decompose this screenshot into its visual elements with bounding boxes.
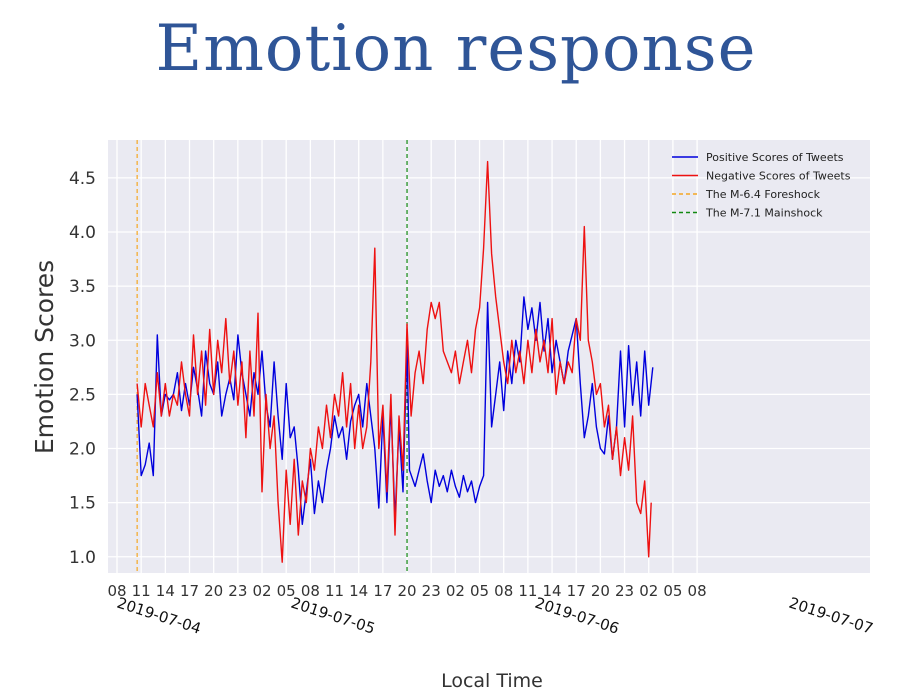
date-label: 2019-07-06 [533, 594, 621, 638]
x-tick-label: 20 [397, 582, 416, 600]
y-tick-label: 4.5 [69, 169, 96, 189]
legend-label: Negative Scores of Tweets [706, 170, 851, 183]
y-tick-label: 2.5 [69, 385, 96, 405]
event-lines [136, 140, 408, 573]
x-tick-label: 23 [615, 582, 634, 600]
x-tick-label: 08 [301, 582, 320, 600]
x-tick-label: 08 [107, 582, 126, 600]
x-tick-labels: 08 11 14 17 20 23 02 05 08 11 14 17 20 23 02 05 08 11 14 17… [107, 582, 706, 600]
x-tick-label: 17 [373, 582, 392, 600]
y-tick-labels: 1.0 1.5 2.0 2.5 3.0 3.5 4.0 4.5 [69, 169, 96, 568]
y-tick-label: 2.0 [69, 440, 96, 460]
y-tick-label: 1.0 [69, 548, 96, 568]
x-tick-label: 20 [591, 582, 610, 600]
x-tick-label: 23 [228, 582, 247, 600]
x-tick-label: 08 [494, 582, 513, 600]
legend: Positive Scores of Tweets Negative Scores… [672, 151, 851, 220]
date-labels: 2019-07-04 2019-07-05 2019-07-06 2019-07-07 [115, 594, 875, 638]
date-label: 2019-07-04 [115, 594, 203, 638]
x-tick-label: 11 [325, 582, 344, 600]
series-line [136, 160, 652, 563]
x-tick-label: 14 [156, 582, 175, 600]
x-tick-label: 17 [180, 582, 199, 600]
x-tick-label: 14 [543, 582, 562, 600]
x-tick-label: 02 [446, 582, 465, 600]
x-tick-label: 02 [252, 582, 271, 600]
legend-label: The M-7.1 Mainshock [705, 207, 823, 220]
x-tick-label: 05 [277, 582, 296, 600]
y-tick-label: 1.5 [69, 494, 96, 514]
y-axis-label: Emotion Scores [30, 260, 59, 454]
legend-label: Positive Scores of Tweets [706, 151, 844, 164]
x-axis-label: Local Time [441, 670, 543, 692]
x-tick-label: 23 [422, 582, 441, 600]
x-tick-label: 05 [663, 582, 682, 600]
y-tick-label: 3.5 [69, 277, 96, 297]
x-tick-label: 17 [567, 582, 586, 600]
x-tick-label: 05 [470, 582, 489, 600]
legend-label: The M-6.4 Foreshock [705, 188, 821, 201]
x-tick-label: 08 [688, 582, 707, 600]
x-tick-label: 11 [132, 582, 151, 600]
date-label: 2019-07-07 [787, 594, 875, 638]
y-tick-label: 3.0 [69, 331, 96, 351]
slide-title: Emotion response [155, 12, 757, 86]
x-tick-label: 02 [639, 582, 658, 600]
series-lines [136, 160, 654, 563]
x-tick-label: 11 [518, 582, 537, 600]
x-tick-label: 20 [204, 582, 223, 600]
date-label: 2019-07-05 [289, 594, 377, 638]
x-tick-label: 14 [349, 582, 368, 600]
y-tick-label: 4.0 [69, 223, 96, 243]
